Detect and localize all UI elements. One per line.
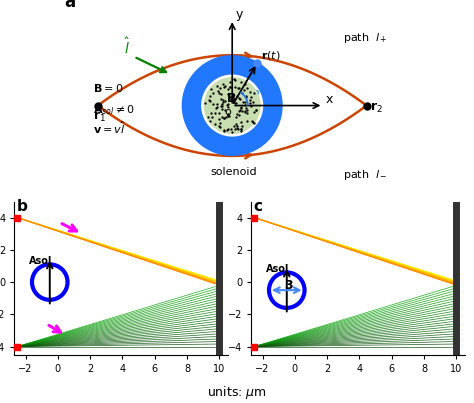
Circle shape (191, 65, 273, 146)
Text: $\hat{l}$: $\hat{l}$ (124, 37, 130, 57)
Text: y: y (236, 8, 243, 21)
Text: path  $l_-$: path $l_-$ (343, 168, 387, 181)
Text: $\mathbf{v} = v\hat{l}$: $\mathbf{v} = v\hat{l}$ (93, 120, 126, 136)
Text: $\varphi$: $\varphi$ (250, 88, 261, 102)
Text: units: $\mu$m: units: $\mu$m (207, 384, 267, 401)
Text: $\mathbf{B} = 0$: $\mathbf{B} = 0$ (93, 82, 124, 94)
Text: b: b (17, 199, 27, 214)
Text: $\mathbf{r}(t)$: $\mathbf{r}(t)$ (261, 49, 280, 62)
Text: Asol: Asol (29, 256, 52, 266)
Text: $\mathbf{r}_1$: $\mathbf{r}_1$ (93, 110, 106, 124)
Circle shape (269, 272, 304, 308)
Text: a: a (64, 0, 75, 11)
Text: $\mathbf{r}_2$: $\mathbf{r}_2$ (370, 101, 383, 115)
Text: c: c (254, 199, 263, 214)
Text: path  $l_+$: path $l_+$ (343, 31, 387, 45)
Text: Asol: Asol (266, 264, 289, 274)
Text: $\mathbf{A}_{sol} \neq 0$: $\mathbf{A}_{sol} \neq 0$ (93, 103, 135, 116)
Text: solenoid: solenoid (210, 167, 257, 177)
Text: $\mathbf{B}$: $\mathbf{B}$ (227, 92, 237, 105)
Circle shape (32, 264, 67, 300)
Text: o: o (225, 107, 231, 117)
Text: x: x (326, 93, 333, 106)
Circle shape (204, 78, 260, 133)
Text: 3: 3 (284, 278, 293, 291)
